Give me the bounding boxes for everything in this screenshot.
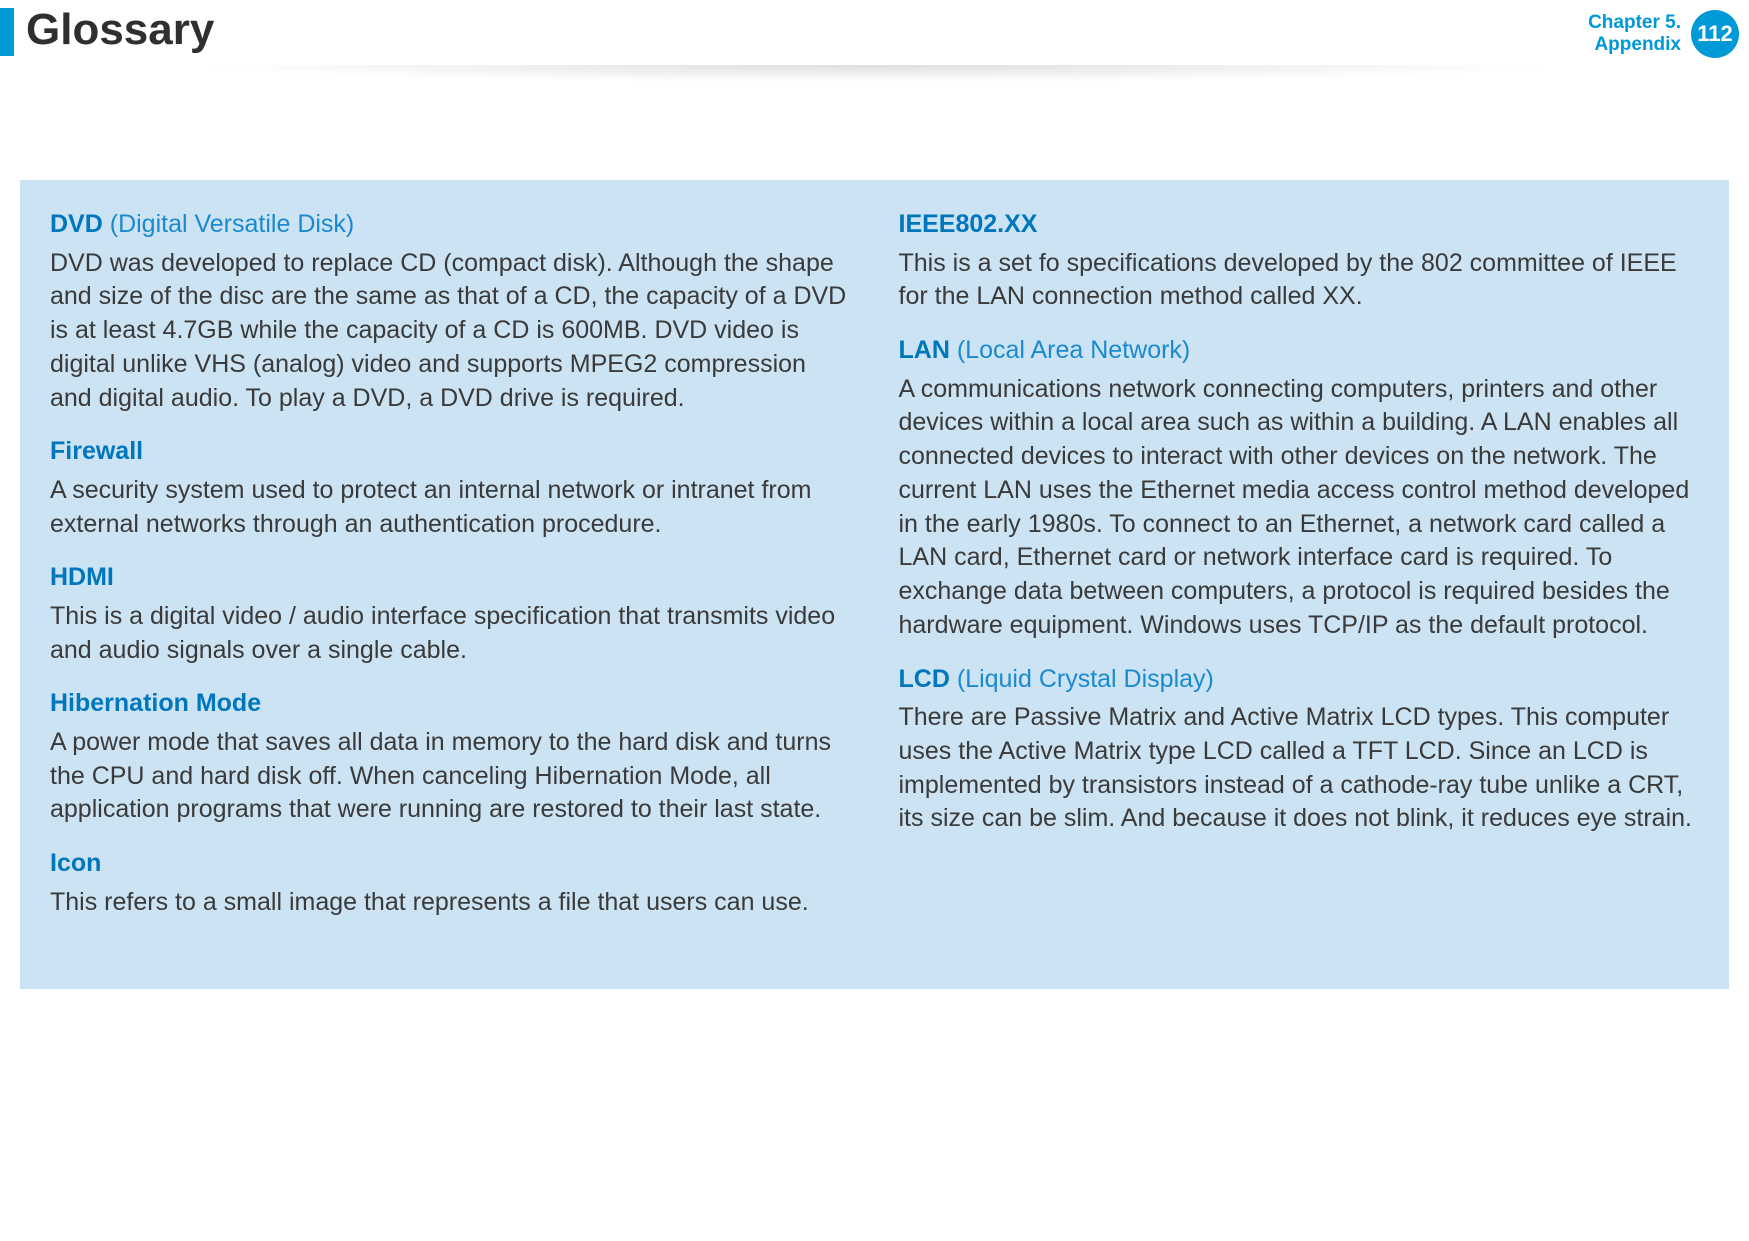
glossary-entry: Hibernation Mode A power mode that saves … (50, 687, 851, 827)
entry-expansion: (Local Area Network) (950, 336, 1190, 364)
entry-term: HDMI (50, 563, 114, 591)
entry-title: IEEE802.XX (899, 208, 1700, 241)
left-column: DVD (Digital Versatile Disk) DVD was deve… (50, 208, 851, 939)
glossary-entry: LCD (Liquid Crystal Display) There are Pa… (899, 663, 1700, 837)
header-shadow (0, 65, 1749, 89)
entry-body: A communications network connecting comp… (899, 373, 1700, 643)
entry-body: This refers to a small image that repres… (50, 886, 851, 920)
entry-body: A security system used to protect an int… (50, 474, 851, 542)
chapter-line-1: Chapter 5. (1588, 12, 1681, 34)
chapter-info: Chapter 5. Appendix (1588, 12, 1681, 56)
entry-title: DVD (Digital Versatile Disk) (50, 208, 851, 241)
entry-body: This is a digital video / audio interfac… (50, 600, 851, 668)
entry-body: A power mode that saves all data in memo… (50, 726, 851, 827)
chapter-line-2: Appendix (1588, 34, 1681, 56)
glossary-entry: IEEE802.XX This is a set fo specification… (899, 208, 1700, 314)
glossary-entry: Icon This refers to a small image that re… (50, 847, 851, 919)
glossary-panel: DVD (Digital Versatile Disk) DVD was deve… (20, 180, 1729, 989)
glossary-entry: Firewall A security system used to protec… (50, 435, 851, 541)
entry-term: Firewall (50, 437, 143, 465)
entry-title: Hibernation Mode (50, 687, 851, 720)
entry-term: LCD (899, 665, 950, 693)
entry-expansion: (Digital Versatile Disk) (103, 210, 354, 238)
entry-body: DVD was developed to replace CD (compact… (50, 247, 851, 416)
entry-title: Icon (50, 847, 851, 880)
page-title: Glossary (26, 8, 214, 52)
entry-title: HDMI (50, 561, 851, 594)
entry-title: LCD (Liquid Crystal Display) (899, 663, 1700, 696)
glossary-entry: DVD (Digital Versatile Disk) DVD was deve… (50, 208, 851, 415)
glossary-entry: HDMI This is a digital video / audio inte… (50, 561, 851, 667)
entry-expansion: (Liquid Crystal Display) (950, 665, 1214, 693)
header-right: Chapter 5. Appendix 112 (1588, 8, 1749, 58)
right-column: IEEE802.XX This is a set fo specification… (899, 208, 1700, 939)
entry-term: DVD (50, 210, 103, 238)
entry-title: Firewall (50, 435, 851, 468)
entry-term: Icon (50, 849, 101, 877)
glossary-entry: LAN (Local Area Network) A communications… (899, 334, 1700, 643)
entry-term: IEEE802.XX (899, 210, 1038, 238)
entry-body: This is a set fo specifications develope… (899, 247, 1700, 315)
page-number-badge: 112 (1691, 10, 1739, 58)
header-left: Glossary (0, 8, 214, 56)
entry-body: There are Passive Matrix and Active Matr… (899, 701, 1700, 836)
entry-term: LAN (899, 336, 950, 364)
accent-bar (0, 8, 14, 56)
entry-title: LAN (Local Area Network) (899, 334, 1700, 367)
entry-term: Hibernation Mode (50, 689, 261, 717)
